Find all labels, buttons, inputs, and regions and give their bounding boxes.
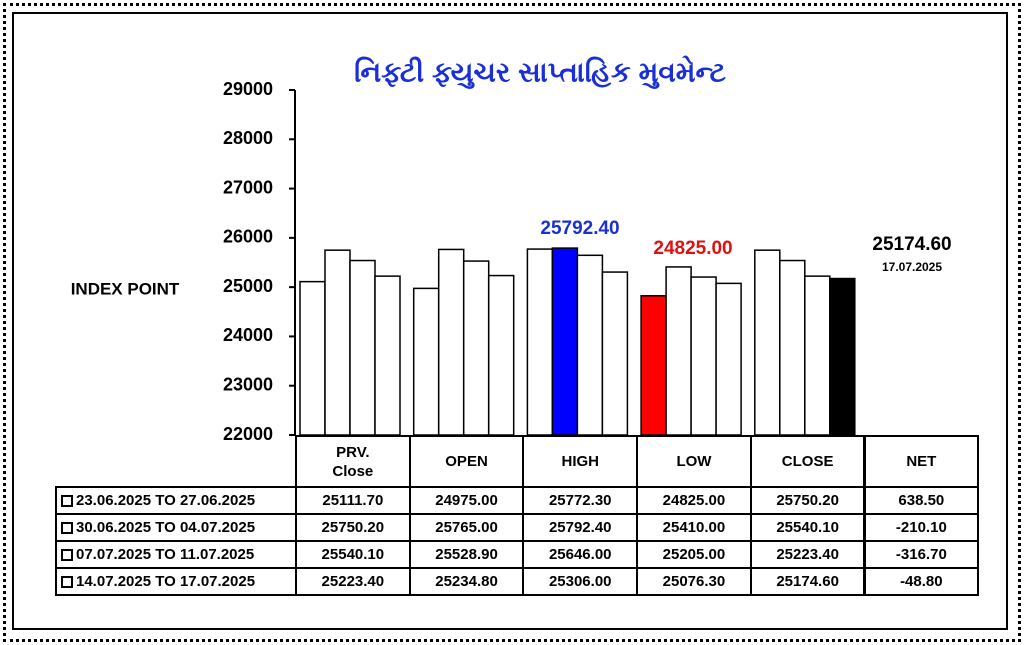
value-cell: 25111.70 (295, 486, 411, 515)
bar (829, 277, 856, 436)
bar (665, 266, 692, 436)
net-cell: 638.50 (863, 486, 980, 515)
value-cell: 25750.20 (295, 513, 411, 542)
y-axis-label: INDEX POINT (71, 279, 180, 298)
y-tick-label: 27000 (223, 177, 273, 197)
column-header: NET (863, 435, 980, 488)
value-cell: 25223.40 (295, 567, 411, 596)
value-cell: 24975.00 (408, 486, 525, 515)
bar (754, 249, 781, 436)
bar (690, 276, 717, 436)
annotation: 25174.60 (872, 234, 951, 255)
value-cell: 25540.10 (295, 540, 411, 569)
bar (576, 254, 604, 436)
bar (324, 249, 351, 436)
value-cell: 25646.00 (522, 540, 639, 569)
bar (374, 275, 401, 436)
value-cell: 24825.00 (636, 486, 752, 515)
annotation: 17.07.2025 (882, 260, 942, 274)
value-cell: 25076.30 (636, 567, 752, 596)
legend-marker (61, 548, 73, 561)
legend-cell: 30.06.2025 TO 04.07.2025 (55, 513, 297, 542)
y-tick-label: 28000 (223, 128, 273, 148)
value-cell: 25223.40 (749, 540, 866, 569)
legend-label: 07.07.2025 TO 11.07.2025 (76, 546, 255, 563)
column-header: CLOSE (749, 435, 866, 488)
column-header: LOW (636, 435, 752, 488)
value-cell: 25234.80 (408, 567, 525, 596)
y-tick-label: 24000 (223, 325, 273, 345)
value-cell: 25540.10 (749, 513, 866, 542)
value-cell: 25306.00 (522, 567, 639, 596)
bar (715, 282, 742, 436)
bar (640, 295, 667, 436)
bar (299, 280, 326, 436)
value-cell: 25750.20 (749, 486, 866, 515)
bar (437, 248, 465, 436)
legend-cell: 07.07.2025 TO 11.07.2025 (55, 540, 297, 569)
bar (779, 259, 806, 436)
y-tick-label: 29000 (223, 79, 273, 99)
legend-label: 14.07.2025 TO 17.07.2025 (76, 573, 256, 590)
bar (551, 247, 579, 436)
legend-label: 30.06.2025 TO 04.07.2025 (76, 519, 256, 536)
value-cell: 25792.40 (522, 513, 639, 542)
column-header: OPEN (408, 435, 525, 488)
outer-frame (3, 3, 1021, 642)
net-cell: -210.10 (863, 513, 980, 542)
y-tick-label: 23000 (223, 374, 273, 394)
annotation: 25792.40 (540, 218, 619, 239)
legend-cell: 23.06.2025 TO 27.06.2025 (55, 486, 297, 515)
legend-marker (61, 575, 73, 588)
bar (804, 275, 831, 436)
net-cell: -316.70 (863, 540, 980, 569)
value-cell: 25528.90 (408, 540, 525, 569)
bar (601, 271, 629, 436)
y-tick-label: 25000 (223, 276, 273, 296)
bar (412, 287, 440, 436)
value-cell: 25174.60 (749, 567, 866, 596)
bar (349, 259, 376, 436)
legend-marker (61, 521, 73, 534)
chart-title: નિફ્ટી ફ્યુચર સાપ્તાહિક મુવમેન્ટ (354, 55, 726, 89)
legend-label: 23.06.2025 TO 27.06.2025 (76, 492, 256, 509)
net-cell: -48.80 (863, 567, 980, 596)
value-cell: 25765.00 (408, 513, 525, 542)
value-cell: 25205.00 (636, 540, 752, 569)
column-header: PRV. Close (295, 435, 411, 488)
y-tick-label: 22000 (223, 424, 273, 444)
bar (487, 274, 515, 436)
y-tick-label: 26000 (223, 227, 273, 247)
bar (462, 260, 490, 436)
inner-frame (12, 12, 1008, 630)
bar (526, 248, 554, 436)
annotation: 24825.00 (653, 238, 732, 259)
value-cell: 25772.30 (522, 486, 639, 515)
legend-marker (61, 494, 73, 507)
column-header: HIGH (522, 435, 639, 488)
value-cell: 25410.00 (636, 513, 752, 542)
legend-cell: 14.07.2025 TO 17.07.2025 (55, 567, 297, 596)
